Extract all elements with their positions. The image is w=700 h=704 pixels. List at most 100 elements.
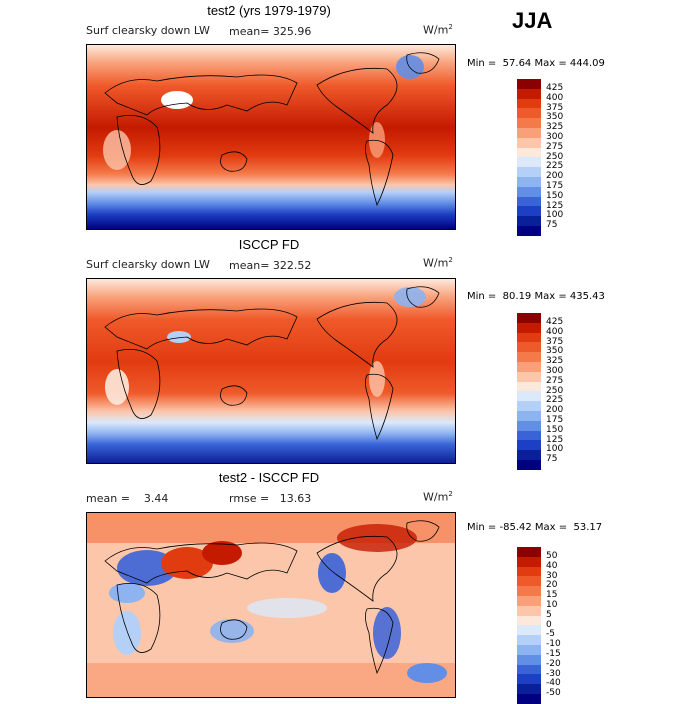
- colorbar-swatch: [517, 615, 541, 626]
- panel1-colorbar-labels: 425 400 375 350 325 300 275 250 225 200 175 150 125 1…: [546, 83, 564, 231]
- colorbar-swatch: [517, 410, 541, 421]
- colorbar-swatch: [517, 693, 541, 704]
- colorbar-swatch: [517, 157, 541, 168]
- colorbar-swatch: [517, 576, 541, 587]
- colorbar-tick-label: 400: [546, 326, 564, 337]
- colorbar-swatch: [517, 361, 541, 372]
- colorbar-swatch: [517, 137, 541, 148]
- colorbar-swatch: [517, 459, 541, 470]
- colorbar-swatch: [517, 98, 541, 109]
- panel2-map-graphic: [87, 279, 455, 463]
- panel2-colorbar: [517, 313, 541, 470]
- colorbar-tick-label: 40: [546, 560, 558, 571]
- colorbar-tick-label: 175: [546, 414, 564, 425]
- colorbar-swatch: [517, 206, 541, 217]
- colorbar-swatch: [517, 440, 541, 451]
- colorbar-swatch: [517, 664, 541, 675]
- colorbar-swatch: [517, 644, 541, 655]
- panel2-variable: Surf clearsky down LW: [86, 258, 210, 271]
- colorbar-tick-label: 75: [546, 454, 558, 465]
- panel3-colorbar-labels: 50 40 30 20 15 10 5 0 -5 -10 -15 -20 -30 -40 -50: [546, 551, 561, 699]
- colorbar-swatch: [517, 381, 541, 392]
- panel3-mean: mean = 3.44: [86, 492, 169, 505]
- colorbar-tick-label: 375: [546, 336, 564, 347]
- panel3-units: W/m2: [423, 490, 453, 504]
- colorbar-tick-label: 250: [546, 151, 564, 162]
- colorbar-tick-label: 350: [546, 346, 564, 357]
- colorbar-swatch: [517, 79, 541, 89]
- colorbar-swatch: [517, 167, 541, 177]
- panel3-minmax: Min = -85.42 Max = 53.17: [467, 522, 603, 533]
- panel1-map-graphic: [87, 45, 455, 229]
- panel1-mean: mean= 325.96: [229, 25, 312, 38]
- panel2-title: ISCCP FD: [238, 237, 300, 252]
- colorbar-tick-label: 50: [546, 551, 558, 561]
- colorbar-tick-label: 75: [546, 220, 558, 231]
- colorbar-tick-label: -40: [546, 678, 561, 689]
- colorbar-tick-label: 150: [546, 424, 564, 435]
- colorbar-swatch: [517, 118, 541, 128]
- colorbar-tick-label: 300: [546, 365, 564, 376]
- colorbar-swatch: [517, 654, 541, 665]
- colorbar-swatch: [517, 430, 541, 441]
- colorbar-tick-label: -20: [546, 658, 561, 669]
- colorbar-swatch: [517, 566, 541, 577]
- colorbar-tick-label: 400: [546, 92, 564, 103]
- panel1-title: test2 (yrs 1979-1979): [207, 3, 331, 18]
- panel3-colorbar: [517, 547, 541, 704]
- colorbar-swatch: [517, 605, 541, 616]
- season-label: JJA: [512, 8, 553, 33]
- panel3-map-graphic: [87, 513, 455, 697]
- panel1-units: W/m2: [423, 23, 453, 37]
- colorbar-tick-label: 425: [546, 317, 564, 327]
- panel1-map: [86, 44, 456, 230]
- colorbar-tick-label: 250: [546, 385, 564, 396]
- colorbar-tick-label: 100: [546, 210, 564, 221]
- colorbar-tick-label: 375: [546, 102, 564, 113]
- colorbar-swatch: [517, 547, 541, 557]
- colorbar-tick-label: -5: [546, 629, 555, 640]
- colorbar-swatch: [517, 342, 541, 353]
- colorbar-tick-label: 300: [546, 131, 564, 142]
- colorbar-tick-label: 100: [546, 444, 564, 455]
- panel2-minmax: Min = 80.19 Max = 435.43: [467, 291, 605, 302]
- panel3-rmse: rmse = 13.63: [229, 492, 312, 505]
- colorbar-swatch: [517, 322, 541, 333]
- colorbar-swatch: [517, 391, 541, 402]
- colorbar-swatch: [517, 186, 541, 197]
- colorbar-tick-label: 200: [546, 171, 564, 182]
- colorbar-swatch: [517, 556, 541, 567]
- colorbar-tick-label: 5: [546, 609, 552, 620]
- colorbar-swatch: [517, 371, 541, 382]
- colorbar-swatch: [517, 108, 541, 119]
- colorbar-tick-label: -10: [546, 639, 561, 650]
- colorbar-tick-label: 350: [546, 112, 564, 123]
- colorbar-swatch: [517, 635, 541, 645]
- colorbar-tick-label: 150: [546, 190, 564, 201]
- colorbar-swatch: [517, 127, 541, 138]
- colorbar-swatch: [517, 401, 541, 411]
- colorbar-swatch: [517, 176, 541, 187]
- colorbar-swatch: [517, 88, 541, 99]
- panel1-minmax: Min = 57.64 Max = 444.09: [467, 58, 605, 69]
- colorbar-swatch: [517, 313, 541, 323]
- colorbar-swatch: [517, 684, 541, 694]
- colorbar-tick-label: 0: [546, 619, 552, 630]
- colorbar-tick-label: 175: [546, 180, 564, 191]
- colorbar-tick-label: -30: [546, 668, 561, 679]
- colorbar-tick-label: 200: [546, 405, 564, 416]
- colorbar-tick-label: 325: [546, 356, 564, 367]
- colorbar-swatch: [517, 450, 541, 460]
- colorbar-tick-label: 325: [546, 122, 564, 133]
- colorbar-tick-label: 20: [546, 580, 558, 591]
- colorbar-swatch: [517, 674, 541, 685]
- colorbar-swatch: [517, 225, 541, 236]
- colorbar-tick-label: 225: [546, 395, 564, 406]
- colorbar-swatch: [517, 586, 541, 596]
- panel3-title: test2 - ISCCP FD: [218, 470, 320, 485]
- panel1-variable: Surf clearsky down LW: [86, 24, 210, 37]
- colorbar-tick-label: 10: [546, 599, 558, 610]
- colorbar-tick-label: 125: [546, 200, 564, 211]
- panel2-mean: mean= 322.52: [229, 259, 312, 272]
- colorbar-tick-label: 15: [546, 590, 558, 601]
